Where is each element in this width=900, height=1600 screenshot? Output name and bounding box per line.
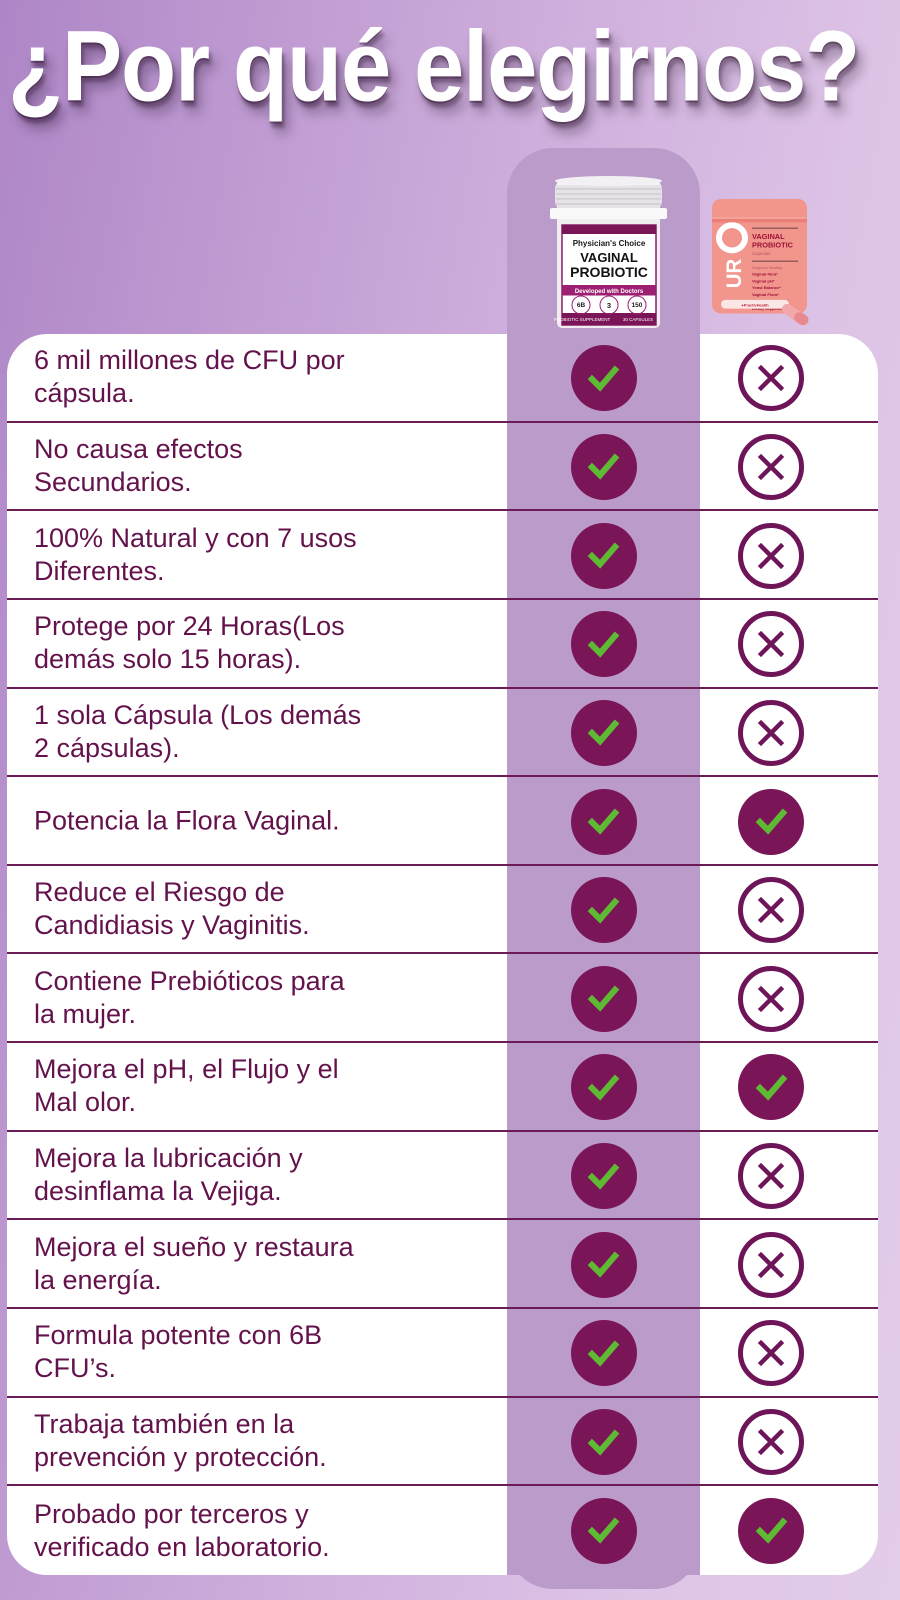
svg-text:PROBIOTIC SUPPLEMENT: PROBIOTIC SUPPLEMENT [554, 317, 611, 322]
svg-text:Capsulas: Capsulas [752, 251, 770, 256]
svg-text:Vaginal pH*: Vaginal pH* [752, 278, 775, 283]
svg-text:30 CAPSULES: 30 CAPSULES [623, 317, 653, 322]
svg-text:UR: UR [723, 259, 746, 288]
svg-text:Yeast Balance*: Yeast Balance* [752, 285, 781, 290]
svg-text:150: 150 [632, 302, 643, 309]
svg-text:Physician's Choice: Physician's Choice [573, 239, 646, 248]
svg-text:Vaginal Flora*: Vaginal Flora* [752, 292, 779, 297]
svg-text:PROBIOTIC: PROBIOTIC [752, 241, 794, 250]
svg-text:Vaginal flora*: Vaginal flora* [752, 272, 778, 277]
svg-text:Supports Healthy:: Supports Healthy: [752, 266, 783, 270]
svg-text:VAGINAL: VAGINAL [580, 250, 638, 265]
svg-text:6B: 6B [577, 302, 586, 309]
svg-text:Developed with Doctors: Developed with Doctors [575, 289, 644, 295]
svg-text:PROBIOTIC: PROBIOTIC [570, 264, 648, 280]
svg-text:3: 3 [607, 301, 611, 310]
svg-text:VAGINAL: VAGINAL [752, 232, 785, 241]
svg-text:●PractivHealth: ●PractivHealth [741, 303, 769, 307]
